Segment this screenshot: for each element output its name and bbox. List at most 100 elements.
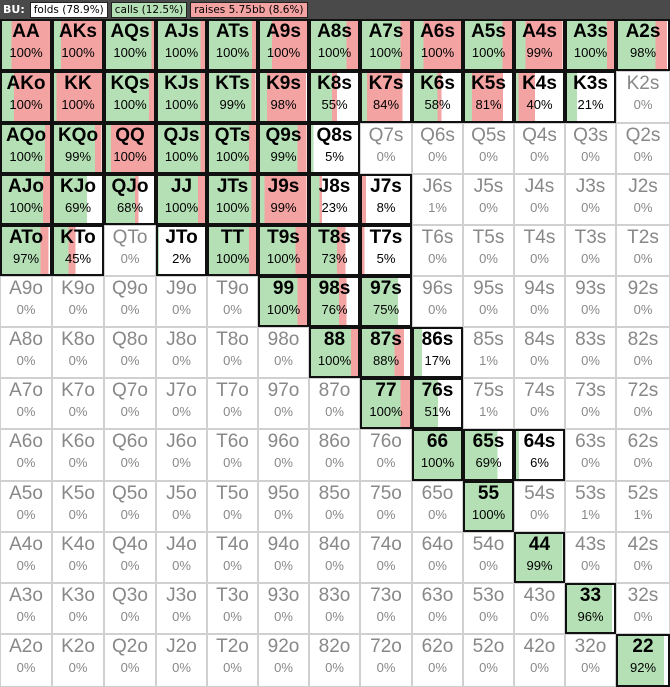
hand-cell[interactable]: QQ 100% [104,123,156,174]
hand-cell[interactable]: 97o 0% [258,378,309,429]
hand-cell[interactable]: 97s 75% [360,276,412,327]
hand-cell[interactable]: 43s 0% [565,532,616,583]
hand-cell[interactable]: 62o 0% [412,634,463,687]
hand-cell[interactable]: Q3s 0% [565,123,616,174]
hand-cell[interactable]: T7o 0% [207,378,258,429]
hand-cell[interactable]: T7s 5% [360,225,412,276]
hand-cell[interactable]: A3s 100% [565,19,616,71]
hand-cell[interactable]: J4s 0% [514,174,565,225]
legend-folds[interactable]: folds (78.9%) [29,1,108,18]
hand-cell[interactable]: J6s 1% [412,174,463,225]
hand-cell[interactable]: A5s 100% [463,19,514,71]
hand-cell[interactable]: K9s 98% [258,71,309,123]
hand-cell[interactable]: 32o 0% [565,634,616,687]
hand-cell[interactable]: 53s 1% [565,481,616,532]
hand-cell[interactable]: 84s 0% [514,327,565,378]
hand-cell[interactable]: KQs 100% [104,71,156,123]
hand-cell[interactable]: 94o 0% [258,532,309,583]
hand-cell[interactable]: QTo 0% [104,225,156,276]
hand-cell[interactable]: KJs 100% [156,71,207,123]
hand-cell[interactable]: J5o 0% [156,481,207,532]
hand-cell[interactable]: 87o 0% [309,378,360,429]
hand-cell[interactable]: 63o 0% [412,583,463,634]
hand-cell[interactable]: 43o 0% [514,583,565,634]
hand-cell[interactable]: J7s 8% [360,174,412,225]
hand-cell[interactable]: AQs 100% [104,19,156,71]
hand-cell[interactable]: 74s 0% [514,378,565,429]
hand-cell[interactable]: J3s 0% [565,174,616,225]
hand-cell[interactable]: 94s 0% [514,276,565,327]
hand-cell[interactable]: T4o 0% [207,532,258,583]
hand-cell[interactable]: Q8s 5% [309,123,360,174]
hand-cell[interactable]: 92s 0% [616,276,670,327]
hand-cell[interactable]: 76o 0% [360,429,412,481]
hand-cell[interactable]: J2o 0% [156,634,207,687]
hand-cell[interactable]: 66 100% [412,429,463,481]
hand-cell[interactable]: T3o 0% [207,583,258,634]
hand-cell[interactable]: ATs 100% [207,19,258,71]
hand-cell[interactable]: 54o 0% [463,532,514,583]
hand-cell[interactable]: Q7o 0% [104,378,156,429]
hand-cell[interactable]: K7s 84% [360,71,412,123]
hand-cell[interactable]: A2s 98% [616,19,670,71]
hand-cell[interactable]: KJo 69% [52,174,104,225]
hand-cell[interactable]: 88 100% [309,327,360,378]
hand-cell[interactable]: 93o 0% [258,583,309,634]
hand-cell[interactable]: J2s 0% [616,174,670,225]
hand-cell[interactable]: T8s 73% [309,225,360,276]
hand-cell[interactable]: 85s 1% [463,327,514,378]
hand-cell[interactable]: A2o 0% [0,634,52,687]
hand-cell[interactable]: 73o 0% [360,583,412,634]
hand-cell[interactable]: 82s 0% [616,327,670,378]
hand-cell[interactable]: T6s 0% [412,225,463,276]
hand-cell[interactable]: 99 100% [258,276,309,327]
hand-cell[interactable]: Q3o 0% [104,583,156,634]
hand-cell[interactable]: 33 96% [565,583,616,634]
hand-cell[interactable]: JJ 100% [156,174,207,225]
hand-cell[interactable]: T9s 100% [258,225,309,276]
hand-cell[interactable]: A9o 0% [0,276,52,327]
hand-cell[interactable]: T6o 0% [207,429,258,481]
hand-cell[interactable]: A6s 100% [412,19,463,71]
hand-cell[interactable]: T3s 0% [565,225,616,276]
hand-cell[interactable]: 98s 76% [309,276,360,327]
hand-cell[interactable]: JTs 100% [207,174,258,225]
hand-cell[interactable]: J8o 0% [156,327,207,378]
hand-cell[interactable]: 85o 0% [309,481,360,532]
hand-cell[interactable]: JTo 2% [156,225,207,276]
hand-cell[interactable]: QJs 100% [156,123,207,174]
hand-cell[interactable]: 42s 0% [616,532,670,583]
hand-cell[interactable]: T5s 0% [463,225,514,276]
hand-cell[interactable]: T8o 0% [207,327,258,378]
hand-cell[interactable]: K3o 0% [52,583,104,634]
hand-cell[interactable]: A6o 0% [0,429,52,481]
hand-cell[interactable]: 93s 0% [565,276,616,327]
hand-cell[interactable]: K2o 0% [52,634,104,687]
hand-cell[interactable]: 83o 0% [309,583,360,634]
hand-cell[interactable]: A9s 100% [258,19,309,71]
hand-cell[interactable]: K6o 0% [52,429,104,481]
hand-cell[interactable]: AKs 100% [52,19,104,71]
hand-cell[interactable]: Q9o 0% [104,276,156,327]
hand-cell[interactable]: 52o 0% [463,634,514,687]
hand-cell[interactable]: 65o 0% [412,481,463,532]
hand-cell[interactable]: 82o 0% [309,634,360,687]
hand-cell[interactable]: ATo 97% [0,225,52,276]
legend-calls[interactable]: calls (12.5%) [110,1,188,18]
hand-cell[interactable]: 77 100% [360,378,412,429]
hand-cell[interactable]: J9s 99% [258,174,309,225]
hand-cell[interactable]: 44 99% [514,532,565,583]
hand-cell[interactable]: KK 100% [52,71,104,123]
hand-cell[interactable]: Q5s 0% [463,123,514,174]
hand-cell[interactable]: 63s 0% [565,429,616,481]
hand-cell[interactable]: 54s 0% [514,481,565,532]
hand-cell[interactable]: Q4o 0% [104,532,156,583]
hand-cell[interactable]: K4s 40% [514,71,565,123]
hand-cell[interactable]: T2o 0% [207,634,258,687]
hand-cell[interactable]: K2s 0% [616,71,670,123]
hand-cell[interactable]: K5o 0% [52,481,104,532]
hand-cell[interactable]: Q9s 99% [258,123,309,174]
hand-cell[interactable]: K6s 58% [412,71,463,123]
hand-cell[interactable]: J7o 0% [156,378,207,429]
hand-cell[interactable]: T4s 0% [514,225,565,276]
